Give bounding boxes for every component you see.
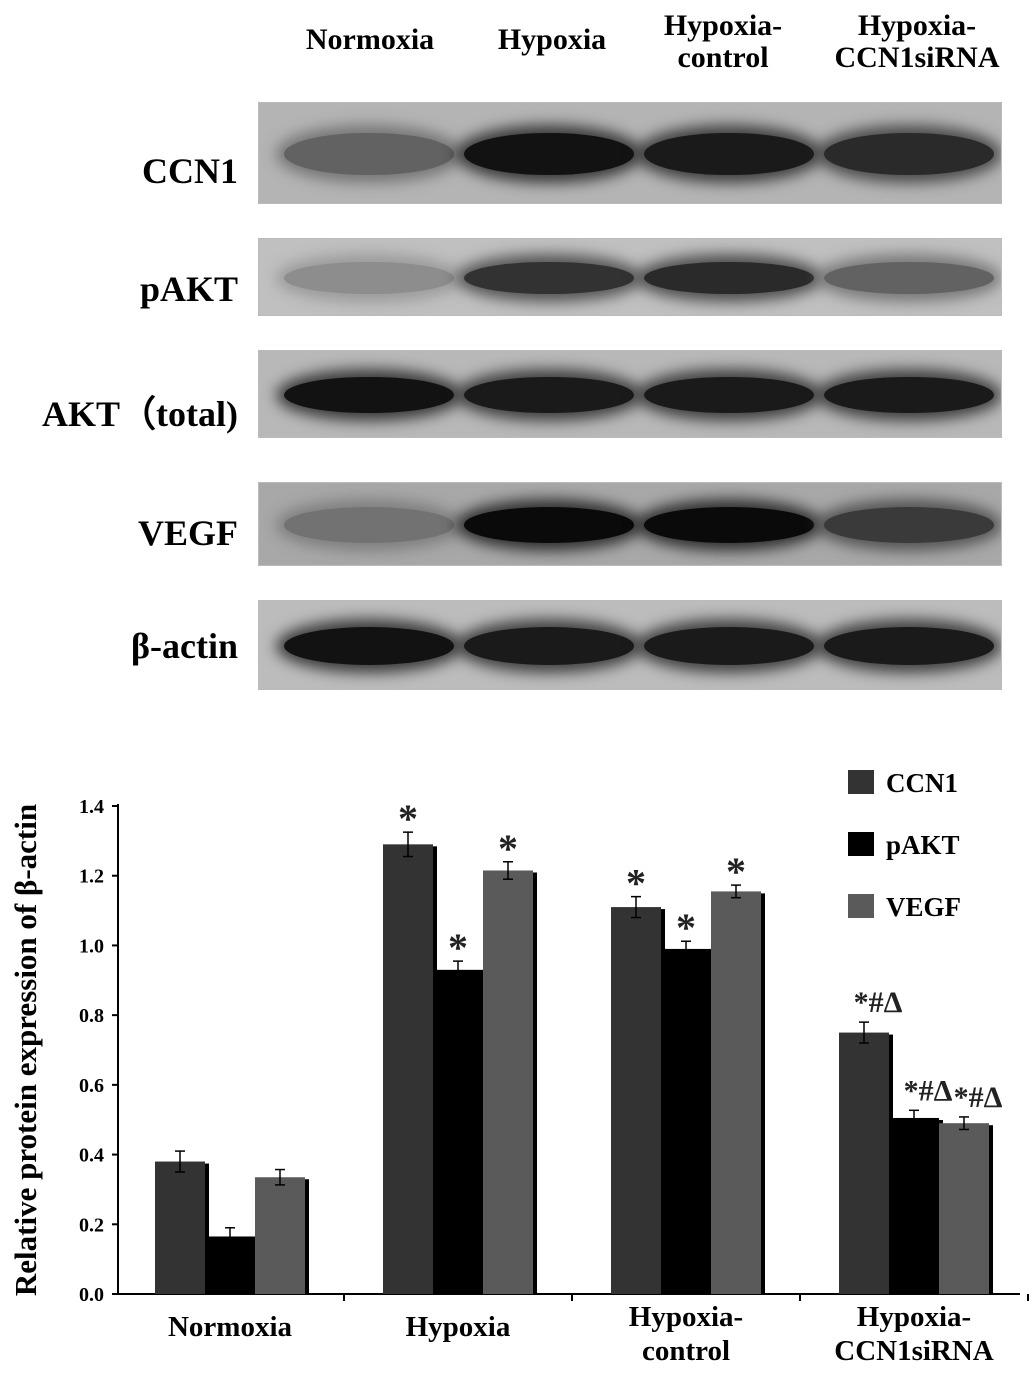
x-tick-label: Hypoxia-control bbox=[629, 1301, 743, 1367]
blot-band bbox=[284, 132, 454, 176]
significance-label: * bbox=[498, 826, 518, 871]
bar-chart: 0.0 0.2 0.4 0.6 0.8 1.0 1.2 1.4 Normoxia Hypoxia H… bbox=[8, 768, 1029, 1367]
significance-label: * bbox=[398, 796, 418, 841]
blot-strip-akt-total bbox=[258, 350, 1002, 438]
y-tick-label: 0.2 bbox=[79, 1214, 104, 1236]
blot-row-label: CCN1 bbox=[142, 151, 238, 191]
x-tick-label: Hypoxia bbox=[406, 1311, 511, 1343]
blot-band bbox=[284, 627, 454, 665]
blot-row-label: pAKT bbox=[139, 269, 238, 309]
legend-label: VEGF bbox=[886, 892, 961, 922]
legend-swatch bbox=[848, 832, 874, 856]
x-tick-label: Normoxia bbox=[168, 1311, 293, 1343]
y-tick-label: 0.0 bbox=[79, 1284, 104, 1306]
y-tick-label: 1.0 bbox=[79, 935, 104, 957]
blot-band bbox=[644, 132, 814, 176]
legend-swatch bbox=[848, 894, 874, 918]
significance-label: * bbox=[626, 861, 646, 906]
blot-band bbox=[824, 261, 994, 295]
chart-bars: *******#Δ*#Δ *#Δ bbox=[155, 796, 1003, 1294]
blot-band bbox=[824, 376, 994, 414]
blot-strip-ccn1 bbox=[258, 102, 1002, 204]
blot-band bbox=[464, 507, 634, 543]
significance-label: * bbox=[676, 905, 696, 950]
blot-band bbox=[284, 376, 454, 414]
bar bbox=[939, 1123, 989, 1294]
legend-swatch bbox=[848, 770, 874, 794]
y-tick-label: 0.8 bbox=[79, 1005, 104, 1027]
bar bbox=[611, 907, 661, 1294]
blot-band bbox=[284, 261, 454, 295]
chart-axes: 0.0 0.2 0.4 0.6 0.8 1.0 1.2 1.4 Normoxia Hypoxia H… bbox=[79, 796, 1029, 1367]
y-tick-label: 1.4 bbox=[79, 796, 104, 818]
bar bbox=[155, 1161, 205, 1294]
blot-band bbox=[824, 132, 994, 176]
significance-label: *#Δ bbox=[854, 986, 903, 1019]
x-tick-label: Hypoxia-CCN1siRNA bbox=[834, 1301, 994, 1367]
blot-band bbox=[464, 132, 634, 176]
lane-header: Hypoxia- control bbox=[663, 9, 783, 74]
bar bbox=[839, 1032, 889, 1294]
blot-band bbox=[464, 627, 634, 665]
bar bbox=[483, 870, 533, 1294]
lane-header: Hypoxia bbox=[497, 23, 607, 56]
blot-row-label: β-actin bbox=[131, 626, 238, 666]
significance-label: *#Δ bbox=[954, 1081, 1003, 1114]
blot-strip-pakt bbox=[258, 238, 1002, 316]
bar bbox=[661, 948, 711, 1294]
blot-band bbox=[284, 507, 454, 543]
bar bbox=[889, 1117, 939, 1294]
blot-band bbox=[644, 627, 814, 665]
blot-band bbox=[464, 376, 634, 414]
y-tick-label: 0.4 bbox=[79, 1145, 104, 1167]
blot-strip-beta-actin bbox=[258, 600, 1002, 690]
y-tick-label: 1.2 bbox=[79, 866, 104, 888]
bar bbox=[433, 969, 483, 1294]
lane-header: Normoxia bbox=[305, 23, 435, 56]
legend-label: CCN1 bbox=[886, 768, 958, 798]
legend-label: pAKT bbox=[886, 830, 960, 860]
blot-strip-vegf bbox=[258, 482, 1002, 566]
blot-band bbox=[464, 261, 634, 295]
blot-row-label: VEGF bbox=[137, 513, 238, 553]
blot-band bbox=[644, 376, 814, 414]
bar bbox=[205, 1236, 255, 1294]
significance-label: * bbox=[448, 925, 468, 970]
blot-band bbox=[644, 507, 814, 543]
bar bbox=[383, 844, 433, 1294]
blot-band bbox=[644, 261, 814, 295]
significance-label: * bbox=[726, 849, 746, 894]
bar bbox=[711, 891, 761, 1294]
chart-legend: CCN1 pAKT VEGF bbox=[848, 768, 961, 922]
significance-label: *#Δ bbox=[904, 1074, 953, 1107]
bar bbox=[255, 1177, 305, 1294]
y-tick-label: 0.6 bbox=[79, 1075, 104, 1097]
blot-band bbox=[824, 627, 994, 665]
blot-band bbox=[824, 507, 994, 543]
y-axis-label: Relative protein expression of β-actin bbox=[8, 804, 43, 1296]
blot-row-label: AKT（total) bbox=[42, 394, 238, 434]
lane-header: Hypoxia- CCN1siRNA bbox=[834, 9, 1000, 74]
